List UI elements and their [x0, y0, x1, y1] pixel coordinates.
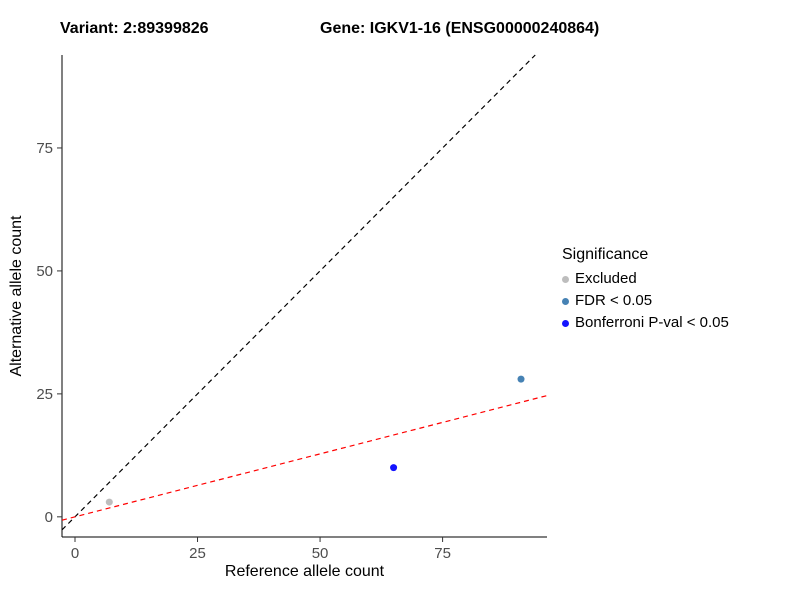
x-tick-label: 75	[434, 545, 451, 562]
data-point	[105, 498, 113, 506]
legend-item-fdr: FDR < 0.05	[562, 291, 729, 311]
bonferroni-dot-icon	[562, 319, 569, 327]
fdr-dot-icon	[562, 297, 569, 305]
legend: Significance Excluded FDR < 0.05 Bonferr…	[562, 246, 729, 335]
legend-label-excluded: Excluded	[575, 270, 637, 287]
legend-label-fdr: FDR < 0.05	[575, 292, 653, 309]
data-point	[390, 464, 398, 472]
regression-line	[61, 395, 548, 521]
gene-title: Gene: IGKV1-16 (ENSG00000240864)	[320, 20, 600, 37]
x-axis-label: Reference allele count	[224, 563, 385, 580]
excluded-dot-icon	[562, 275, 569, 283]
x-tick-label: 0	[71, 545, 79, 562]
legend-item-excluded: Excluded	[562, 269, 729, 289]
x-tick-label: 50	[312, 545, 329, 562]
variant-title: Variant: 2:89399826	[60, 20, 209, 37]
legend-title: Significance	[562, 246, 649, 263]
identity-line	[61, 54, 536, 531]
y-tick-label: 75	[36, 140, 53, 157]
y-tick-label: 25	[36, 386, 53, 403]
y-axis-label: Alternative allele count	[8, 215, 25, 377]
y-tick-label: 0	[45, 509, 53, 526]
data-point	[517, 375, 525, 383]
x-tick-label: 25	[189, 545, 206, 562]
legend-item-bonferroni: Bonferroni P-val < 0.05	[562, 313, 729, 333]
y-tick-label: 50	[36, 263, 53, 280]
legend-label-bonferroni: Bonferroni P-val < 0.05	[575, 314, 729, 331]
